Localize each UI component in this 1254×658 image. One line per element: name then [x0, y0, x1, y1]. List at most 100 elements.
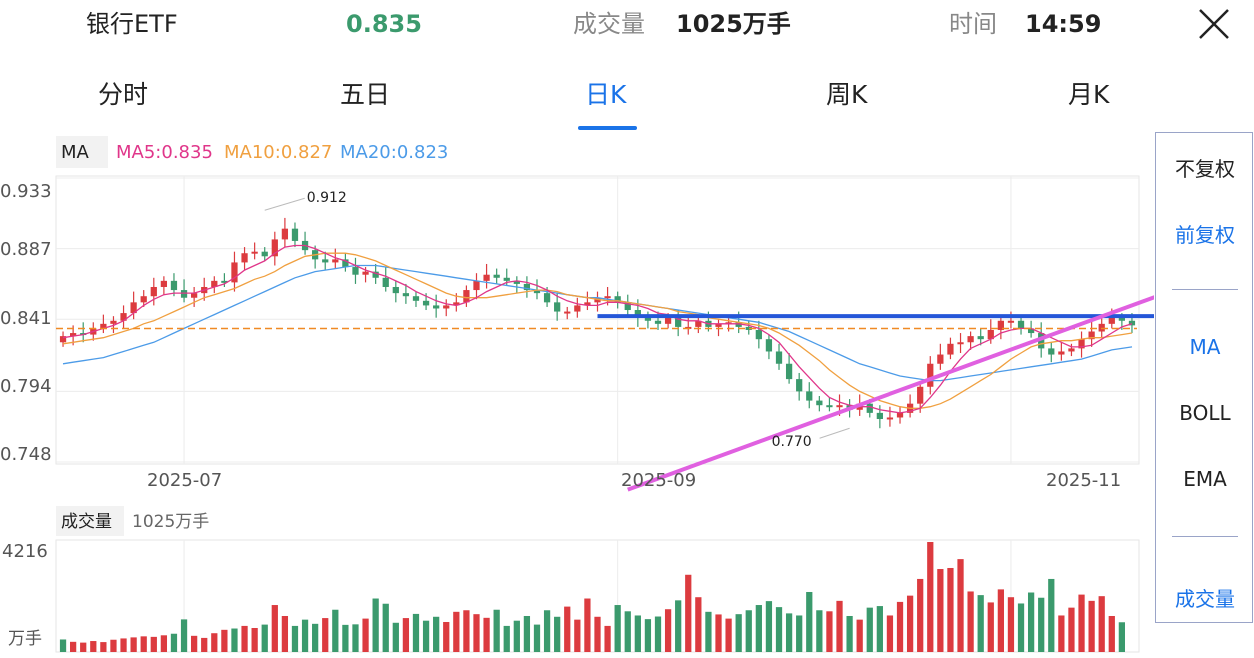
volume-bar-up	[937, 569, 944, 652]
volume-bar-up	[473, 614, 480, 652]
annotation-leader	[264, 197, 305, 211]
volume-bar-down	[312, 623, 319, 652]
candle-down	[433, 305, 440, 309]
volume-bar-up	[664, 609, 672, 652]
ma5-line	[62, 244, 1133, 414]
time-label: 时间	[949, 10, 997, 38]
tab-daily-k[interactable]: 日K	[585, 80, 627, 109]
candle-down	[382, 277, 389, 287]
ma5-legend: MA5:0.835	[116, 142, 213, 163]
candle-down	[816, 400, 823, 406]
candle-down	[826, 405, 833, 408]
volume-bar-down	[433, 616, 440, 652]
volume-bar-up	[594, 616, 601, 652]
volume-bar-down	[735, 614, 742, 652]
candle-up	[473, 280, 480, 291]
candle-down	[533, 290, 541, 294]
close-icon[interactable]	[1196, 6, 1232, 42]
candle-up	[1108, 317, 1115, 324]
tab-weekly-k[interactable]: 周K	[826, 80, 868, 109]
candle-up	[836, 405, 843, 408]
volume-bar-up	[221, 629, 228, 652]
volume-bar-up	[130, 637, 137, 652]
x-tick-label: 2025-11	[1046, 470, 1121, 491]
volume-bar-up	[322, 618, 329, 652]
candles	[59, 217, 1136, 429]
volume-bar-down	[816, 610, 823, 652]
volume-bar-up	[826, 611, 833, 652]
candle-up	[251, 251, 258, 254]
option-no-adjust[interactable]: 不复权	[1175, 157, 1235, 181]
volume-bar-up	[453, 611, 460, 652]
volume-bar-down	[170, 633, 178, 652]
option-volume[interactable]: 成交量	[1175, 587, 1235, 611]
candle-down	[1017, 320, 1025, 329]
volume-legend-label: 成交量	[61, 512, 112, 532]
volume-bar-up	[1098, 596, 1105, 652]
tab-five-day[interactable]: 五日	[340, 80, 391, 109]
ma10-line	[62, 252, 1133, 409]
candle-up	[1078, 339, 1085, 349]
candle-down	[412, 296, 420, 301]
overlays	[56, 197, 1154, 492]
volume-bar-down	[382, 603, 389, 652]
volume-bar-up	[1078, 594, 1085, 652]
kline-chart[interactable]: MA MA5:0.835 MA10:0.827 MA20:0.823 成交量 1…	[0, 132, 1154, 658]
volume-bar-down	[301, 619, 309, 652]
volume-bars	[59, 542, 1125, 652]
volume-bar-down	[1118, 622, 1125, 652]
candle-up	[564, 311, 571, 314]
option-boll[interactable]: BOLL	[1179, 401, 1231, 425]
volume-bar-up	[241, 625, 248, 652]
tab-minute[interactable]: 分时	[98, 80, 149, 109]
candle-up	[130, 302, 137, 314]
volume-bar-up	[191, 635, 198, 652]
candle-up	[241, 253, 248, 263]
volume-bar-down	[806, 591, 813, 652]
security-name: 银行ETF	[86, 10, 178, 38]
x-tick-label: 2025-07	[147, 470, 222, 491]
volume-bar-up	[564, 606, 571, 652]
candle-up	[574, 305, 581, 312]
candle-down	[1048, 348, 1055, 355]
candle-down	[170, 280, 178, 291]
volume-bar-down	[412, 613, 420, 652]
last-price: 0.835	[346, 10, 422, 38]
candle-up	[937, 354, 944, 364]
option-forward-adjust[interactable]: 前复权	[1175, 223, 1235, 247]
candle-up	[150, 286, 157, 297]
volume-bar-up	[574, 619, 581, 652]
volume-bar-up	[70, 641, 77, 652]
volume-bar-down	[513, 620, 520, 652]
volume-bar-up	[947, 567, 954, 652]
volume-bar-up	[725, 618, 732, 652]
candle-down	[352, 267, 359, 275]
quote-header: 银行ETF 0.835 成交量 1025万手 时间 14:59	[0, 0, 1254, 50]
close-icon-glyph	[1199, 9, 1229, 39]
candle-down	[796, 379, 803, 392]
volume-bar-up	[967, 591, 974, 652]
volume-bar-down	[675, 600, 682, 652]
candle-down	[503, 277, 510, 281]
volume-bar-down	[624, 611, 631, 652]
option-ma[interactable]: MA	[1189, 335, 1221, 359]
option-ema[interactable]: EMA	[1183, 467, 1227, 491]
volume-bar-down	[745, 610, 752, 652]
volume-bar-up	[120, 638, 127, 652]
volume-bar-up	[100, 642, 107, 652]
panel-divider	[1172, 536, 1238, 537]
tab-monthly-k[interactable]: 月K	[1068, 80, 1110, 109]
candle-down	[785, 363, 793, 380]
candle-down	[654, 320, 662, 324]
volume-bar-down	[1048, 578, 1055, 652]
period-tabs: 分时 五日 日K 周K 月K	[0, 66, 1254, 132]
candle-down	[342, 259, 349, 268]
candle-up	[604, 296, 611, 299]
active-tab-indicator	[578, 126, 637, 130]
volume-bar-up	[140, 636, 147, 652]
ma-lines	[62, 244, 1133, 414]
volume-bar-up	[443, 621, 450, 652]
volume-bar-down	[291, 625, 299, 652]
candle-down	[523, 283, 531, 291]
candle-down	[493, 274, 500, 278]
